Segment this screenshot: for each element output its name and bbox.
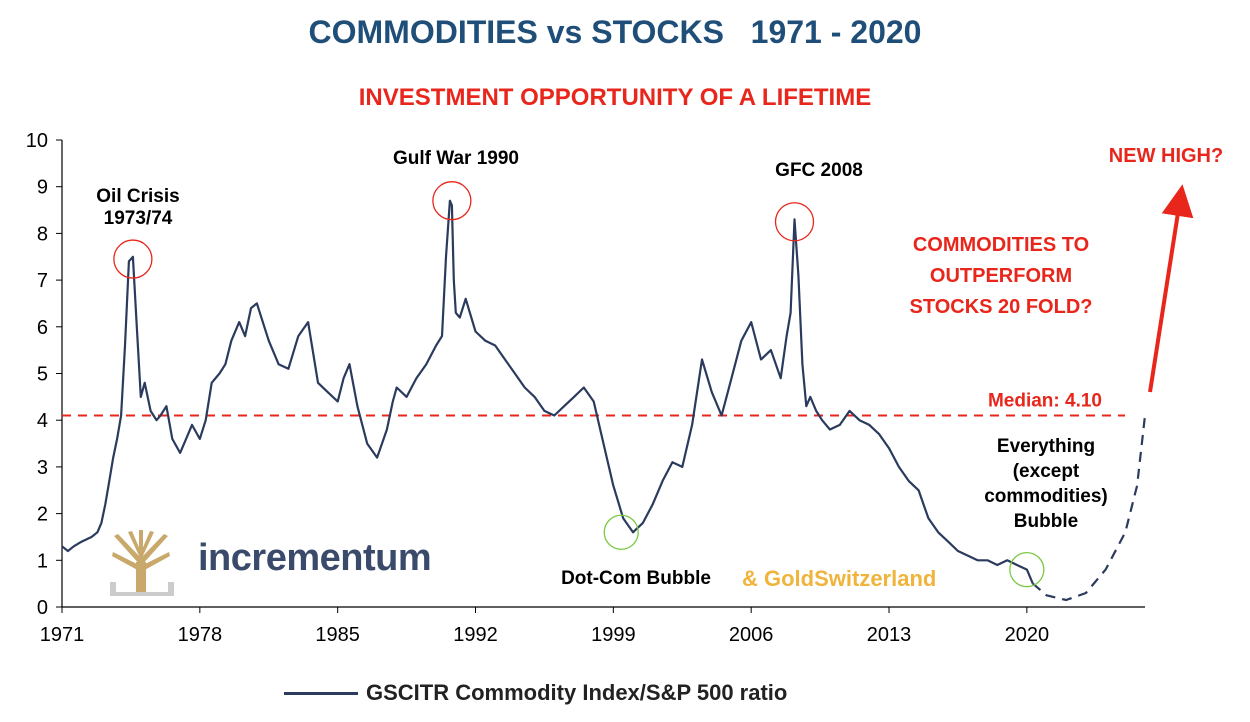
y-tick-label: 0	[37, 597, 48, 619]
annotation-label: Gulf War 1990	[393, 148, 519, 169]
x-tick-label: 1999	[591, 624, 636, 646]
y-tick-label: 6	[37, 317, 48, 339]
incrementum-logo: incrementum	[198, 537, 432, 579]
trough-marker-circle	[1009, 551, 1045, 588]
annotation-label: GFC 2008	[775, 160, 863, 181]
legend-line-swatch	[284, 691, 358, 695]
annotation-label: Dot-Com Bubble	[561, 568, 711, 589]
chart-subtitle: INVESTMENT OPPORTUNITY OF A LIFETIME	[358, 84, 872, 111]
projection-line	[1032, 415, 1147, 602]
new-high-callout: NEW HIGH?	[1109, 145, 1223, 167]
x-tick-label: 2013	[867, 624, 912, 646]
x-tick-label: 2020	[1005, 624, 1050, 646]
legend-label: GSCITR Commodity Index/S&P 500 ratio	[366, 680, 788, 705]
annotation-label: (except	[1013, 461, 1080, 482]
y-tick-label: 8	[37, 223, 48, 245]
outperform-callout: COMMODITIES TO	[913, 234, 1089, 256]
y-tick-label: 4	[37, 410, 48, 432]
outperform-callout: OUTPERFORM	[930, 265, 1072, 287]
legend: GSCITR Commodity Index/S&P 500 ratio	[284, 680, 787, 706]
y-tick-label: 10	[26, 130, 48, 152]
annotation-label: Everything	[997, 436, 1095, 457]
chart-title: COMMODITIES vs STOCKS 1971 - 2020	[308, 14, 922, 50]
y-tick-label: 2	[37, 504, 48, 526]
x-tick-label: 1985	[315, 624, 360, 646]
y-tick-label: 5	[37, 364, 48, 386]
annotation-label: 1973/74	[104, 208, 173, 229]
annotation-label: commodities)	[984, 486, 1108, 507]
incrementum-tree-icon	[110, 530, 174, 596]
x-tick-label: 2006	[729, 624, 774, 646]
x-tick-label: 1978	[178, 624, 223, 646]
y-tick-label: 7	[37, 270, 48, 292]
goldswitzerland-logo: & GoldSwitzerland	[742, 566, 937, 591]
y-tick-label: 9	[37, 177, 48, 199]
y-tick-label: 1	[37, 550, 48, 572]
peak-marker-circle	[432, 181, 472, 221]
new-high-arrow-icon	[1148, 184, 1194, 393]
outperform-callout: STOCKS 20 FOLD?	[910, 296, 1093, 318]
x-tick-label: 1992	[453, 624, 498, 646]
median-label: Median: 4.10	[988, 391, 1102, 412]
trough-marker-circle	[603, 514, 639, 550]
peak-marker-circle	[113, 239, 153, 279]
annotation-label: Oil Crisis	[96, 186, 179, 207]
x-tick-label: 1971	[40, 624, 85, 646]
peak-marker-circle	[774, 202, 815, 242]
ratio-line	[61, 199, 1034, 585]
annotation-label: Bubble	[1014, 511, 1078, 532]
y-tick-label: 3	[37, 457, 48, 479]
